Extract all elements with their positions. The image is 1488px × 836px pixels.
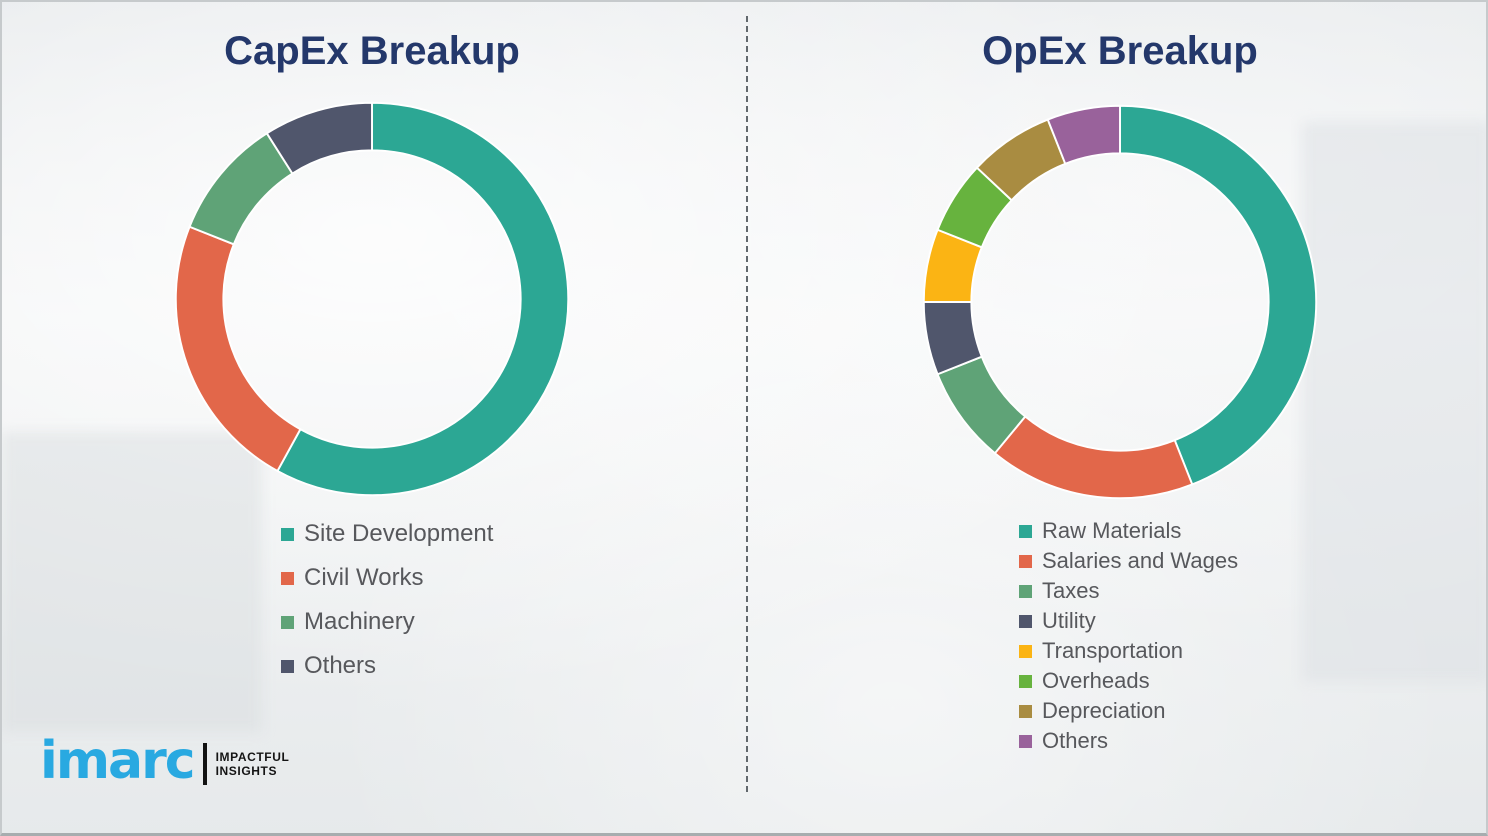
- legend-label: Overheads: [1042, 668, 1150, 693]
- legend-label: Transportation: [1042, 638, 1184, 663]
- donut-segment-others: [1046, 104, 1121, 165]
- capex-donut-svg: [174, 101, 570, 497]
- legend-item-transportation: Transportation: [1019, 636, 1238, 666]
- donut-segment-salaries-and-wages: [993, 415, 1194, 500]
- opex-donut-svg: [922, 104, 1318, 500]
- legend-item-salaries-and-wages: Salaries and Wages: [1019, 546, 1238, 576]
- legend-item-site-development: Site Development: [281, 512, 493, 556]
- capex-legend: Site Development Civil Works Machinery Othe…: [281, 512, 493, 688]
- donut-segment-others: [265, 101, 373, 175]
- capex-donut-chart: [168, 95, 576, 503]
- opex-donut-chart: [916, 98, 1324, 506]
- imarc-logo-divider-bar: [202, 743, 207, 785]
- legend-item-depreciation: Depreciation: [1019, 696, 1238, 726]
- legend-swatch-others: [1019, 734, 1032, 748]
- legend-label: Utility: [1042, 608, 1096, 633]
- imarc-tagline-line2: INSIGHTS: [215, 764, 278, 778]
- legend-label: Others: [1042, 728, 1109, 753]
- imarc-tagline-line1: IMPACTFUL: [215, 750, 290, 764]
- legend-label: Raw Materials: [1042, 518, 1182, 543]
- legend-label: Others: [304, 652, 377, 679]
- donut-segment-civil-works: [174, 225, 302, 472]
- legend-label: Machinery: [304, 608, 415, 635]
- legend-swatch-site-development: [281, 527, 294, 541]
- legend-item-machinery: Machinery: [281, 600, 493, 644]
- vertical-dashed-divider: [746, 16, 748, 792]
- legend-swatch-depreciation: [1019, 704, 1032, 718]
- legend-swatch-others: [281, 659, 294, 673]
- legend-swatch-civil-works: [281, 571, 294, 585]
- legend-swatch-taxes: [1019, 584, 1032, 598]
- legend-label: Salaries and Wages: [1042, 548, 1239, 573]
- legend-label: Depreciation: [1042, 698, 1166, 723]
- opex-chart-title: OpEx Breakup: [982, 29, 1258, 73]
- imarc-logo-tagline: IMPACTFUL INSIGHTS: [216, 750, 290, 778]
- opex-legend: Raw Materials Salaries and Wages Taxes Util…: [1019, 516, 1238, 756]
- legend-swatch-overheads: [1019, 674, 1032, 688]
- donut-segment-raw-materials: [1119, 104, 1318, 486]
- legend-swatch-utility: [1019, 614, 1032, 628]
- donut-segment-site-development: [276, 101, 570, 497]
- imarc-logo-wordmark: imarc: [40, 731, 196, 791]
- legend-item-utility: Utility: [1019, 606, 1238, 636]
- legend-item-others: Others: [1019, 726, 1238, 756]
- legend-label: Site Development: [304, 520, 494, 547]
- legend-swatch-salaries-and-wages: [1019, 554, 1032, 568]
- legend-item-raw-materials: Raw Materials: [1019, 516, 1238, 546]
- legend-item-overheads: Overheads: [1019, 666, 1238, 696]
- legend-item-taxes: Taxes: [1019, 576, 1238, 606]
- legend-item-others: Others: [281, 644, 493, 688]
- legend-swatch-raw-materials: [1019, 524, 1032, 538]
- legend-label: Taxes: [1042, 578, 1100, 603]
- legend-swatch-machinery: [281, 615, 294, 629]
- imarc-logo: imarc IMPACTFUL INSIGHTS: [40, 735, 289, 787]
- capex-chart-title: CapEx Breakup: [224, 29, 520, 73]
- legend-swatch-transportation: [1019, 644, 1032, 658]
- legend-item-civil-works: Civil Works: [281, 556, 493, 600]
- legend-label: Civil Works: [304, 564, 424, 591]
- background-shade-right: [1302, 122, 1486, 682]
